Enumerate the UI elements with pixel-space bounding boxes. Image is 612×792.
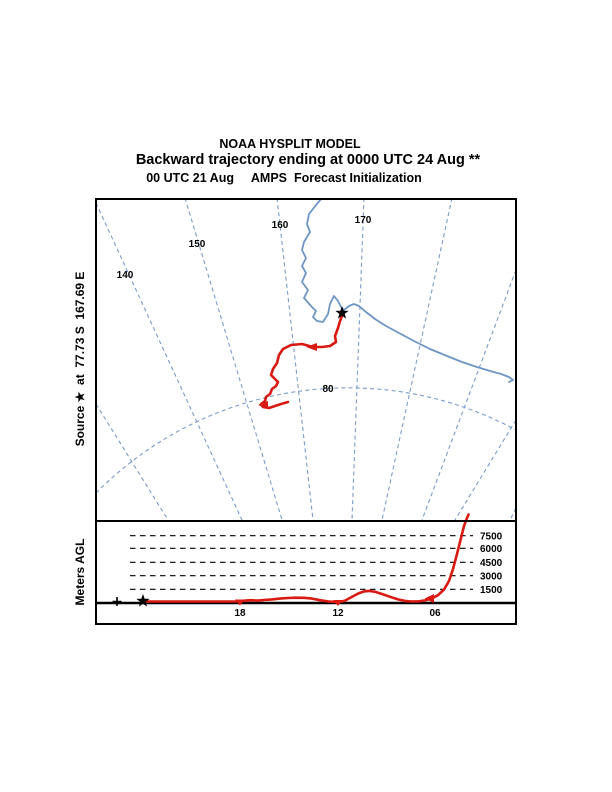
map-trajectory <box>258 306 349 410</box>
profile-gridlines <box>130 535 473 590</box>
trajectory-title: Backward trajectory ending at 0000 UTC 2… <box>136 152 481 168</box>
meridian-line-200e <box>454 420 515 520</box>
meridian-label-140: 140 <box>117 270 134 281</box>
axis-plus-marker <box>112 597 122 606</box>
meridian-line-130e <box>97 404 169 520</box>
coastline-path <box>301 200 514 383</box>
profile-6h-marker-06 <box>424 594 434 603</box>
profile-6h-marker-18 <box>235 599 245 606</box>
trajectory-end-marker-map <box>258 401 268 409</box>
level-label-1500: 1500 <box>480 585 503 596</box>
map-panel-border <box>95 198 517 522</box>
profile-6h-marker-12 <box>333 600 343 606</box>
latitude-circle-80s <box>97 387 515 493</box>
trajectory-6h-marker-map <box>306 343 317 351</box>
level-label-7500: 7500 <box>480 532 503 543</box>
meridian-line-170e <box>351 200 365 520</box>
level-label-6000: 6000 <box>480 544 503 555</box>
meridian-line-150e <box>185 200 283 520</box>
time-tick-12: 12 <box>332 608 344 619</box>
height-profile-curve <box>141 513 470 604</box>
source-star-marker-map <box>335 306 349 319</box>
init-subtitle: 00 UTC 21 Aug AMPS Forecast Initializati… <box>146 171 422 185</box>
level-label-3000: 3000 <box>480 572 503 583</box>
meridian-line-140e <box>97 203 243 520</box>
time-tick-18: 18 <box>234 608 246 619</box>
meridian-label-170: 170 <box>355 215 372 226</box>
map-graticule <box>97 200 515 520</box>
meridian-line-210e <box>509 508 515 520</box>
height-profile <box>112 513 470 607</box>
meridian-line-190e <box>421 271 515 520</box>
meridian-line-180e <box>381 200 453 520</box>
level-label-4500: 4500 <box>480 558 503 569</box>
profile-panel-border <box>95 520 517 625</box>
source-star-marker-profile <box>136 594 150 607</box>
map-source-axis-label: Source ★ at 77.73 S 167.69 E <box>73 272 87 447</box>
profile-y-axis-label: Meters AGL <box>73 539 87 606</box>
time-tick-06: 06 <box>429 608 441 619</box>
model-title: NOAA HYSPLIT MODEL <box>219 137 361 151</box>
meridian-label-160: 160 <box>272 220 289 231</box>
meridian-label-150: 150 <box>189 239 206 250</box>
meridian-line-160e <box>276 200 314 520</box>
latitude-label-80: 80 <box>322 384 334 395</box>
